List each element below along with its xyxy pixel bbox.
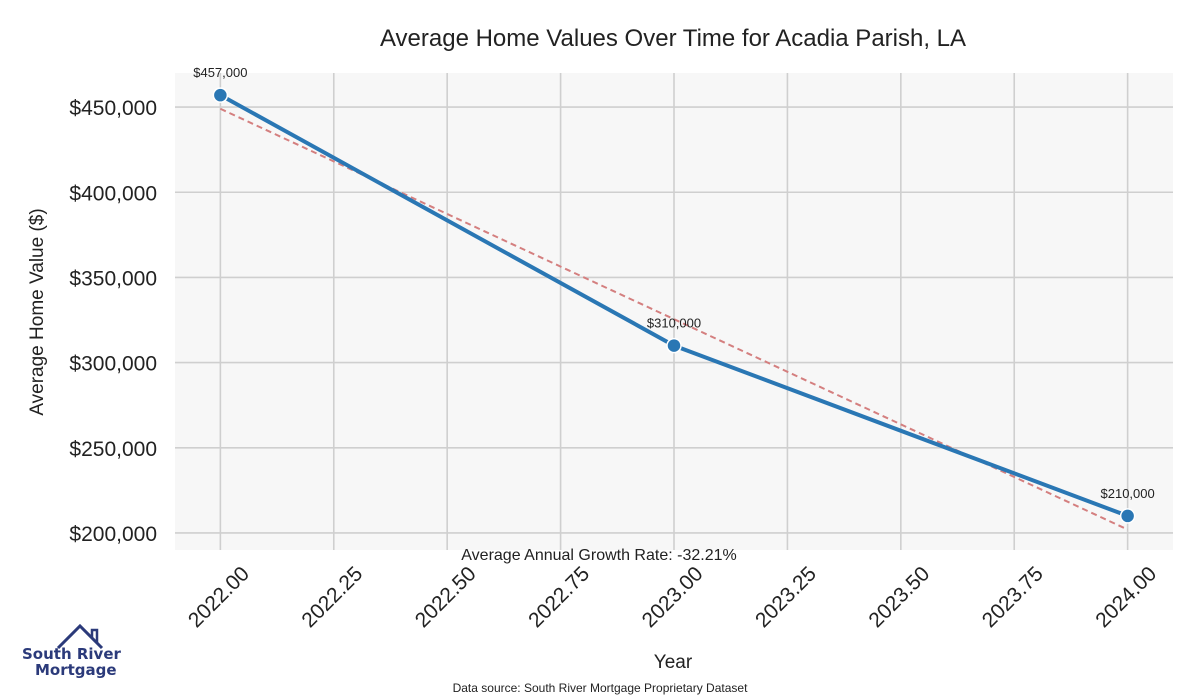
x-tick-label: 2022.25 bbox=[297, 562, 367, 632]
house-roof-icon bbox=[56, 623, 104, 650]
y-tick-label: $350,000 bbox=[69, 267, 157, 290]
y-axis-label: Average Home Value ($) bbox=[27, 208, 48, 415]
x-axis-label: Year bbox=[654, 652, 693, 673]
x-tick-label: 2023.50 bbox=[864, 562, 934, 632]
data-point bbox=[212, 87, 229, 103]
data-label: $457,000 bbox=[193, 65, 247, 80]
x-tick-label: 2022.00 bbox=[184, 562, 254, 632]
grid bbox=[175, 73, 1173, 550]
y-tick-label: $200,000 bbox=[69, 523, 157, 546]
y-tick-label: $400,000 bbox=[69, 182, 157, 205]
data-source-note: Data source: South River Mortgage Propri… bbox=[453, 681, 748, 695]
logo-line-2: Mortgage bbox=[35, 661, 117, 679]
x-tick-label: 2022.75 bbox=[524, 562, 594, 632]
logo-line-1: South River bbox=[22, 645, 121, 663]
x-tick-label: 2023.00 bbox=[638, 562, 708, 632]
chart-title: Average Home Values Over Time for Acadia… bbox=[380, 25, 966, 52]
logo-text: South River Mortgage bbox=[22, 646, 121, 678]
x-tick-labels: 2022.00 2022.25 2022.50 2022.75 2023.00 2023.… bbox=[184, 562, 1161, 632]
growth-rate-annotation: Average Annual Growth Rate: -32.21% bbox=[461, 547, 736, 564]
data-label: $210,000 bbox=[1101, 486, 1155, 501]
y-tick-labels: $200,000 $250,000 $300,000 $350,000 $400,000… bbox=[69, 97, 157, 546]
x-tick-label: 2022.50 bbox=[411, 562, 481, 632]
y-tick-label: $450,000 bbox=[69, 97, 157, 120]
data-point bbox=[1119, 508, 1136, 524]
company-logo: South River Mortgage bbox=[22, 622, 122, 682]
x-tick-label: 2024.00 bbox=[1091, 562, 1161, 632]
series-layer: $457,000 $310,000 $210,000 bbox=[193, 65, 1155, 524]
data-point bbox=[666, 337, 682, 354]
x-tick-label: 2023.25 bbox=[751, 562, 821, 632]
y-tick-label: $250,000 bbox=[69, 438, 157, 461]
x-tick-label: 2023.75 bbox=[978, 562, 1048, 632]
y-tick-label: $300,000 bbox=[69, 353, 157, 376]
data-label: $310,000 bbox=[647, 316, 701, 331]
